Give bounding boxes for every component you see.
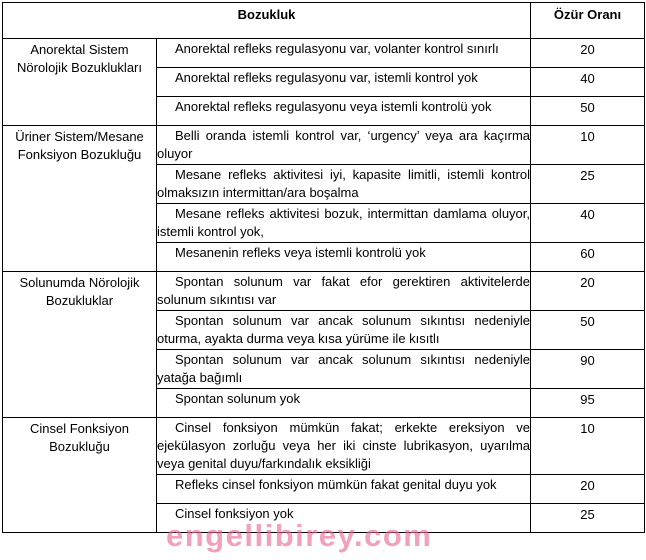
description-cell: Spontan solunum var fakat efor gerektire… [155, 271, 532, 311]
table-row: Anorektal Sistem Nörolojik Bozuklukları A… [2, 38, 646, 126]
rate-cell: 50 [530, 310, 646, 350]
description-cell: Mesane refleks aktivitesi bozuk, intermi… [155, 203, 532, 243]
rate-cell: 20 [530, 271, 646, 311]
table-row: Spontan solunum var ancak solunum sıkınt… [3, 349, 646, 389]
table-row: Refleks cinsel fonksiyon mümkün fakat ge… [3, 474, 646, 504]
header-row: Bozukluk Özür Oranı [1, 2, 646, 39]
description-cell: Spontan solunum yok [155, 388, 532, 418]
rate-cell: 25 [530, 164, 646, 204]
rate-cell: 20 [530, 38, 646, 68]
table-row: Cinsel Fonksiyon Bozukluğu Cinsel fonksiy… [2, 417, 646, 533]
table-row: Anorektal refleks regulasyonu var, istem… [3, 67, 646, 97]
group-cell: Anorektal Sistem Nörolojik Bozuklukları [2, 38, 157, 126]
rate-cell: 20 [530, 474, 646, 504]
description-cell: Refleks cinsel fonksiyon mümkün fakat ge… [155, 474, 532, 504]
header-cell: Bozukluk [1, 2, 532, 39]
table-row: Solunumda Nörolojik Bozukluklar Spontan s… [2, 271, 646, 418]
rate-cell: 10 [530, 417, 646, 475]
table-row: Mesane refleks aktivitesi iyi, kapasite … [3, 164, 646, 204]
table-row: Spontan solunum yok 95 [3, 388, 646, 418]
rate-cell: 95 [530, 388, 646, 418]
description-cell: Spontan solunum var ancak solunum sıkınt… [155, 310, 532, 350]
description-cell: Anorektal refleks regulasyonu veya istem… [155, 96, 532, 126]
description-cell: Belli oranda istemli kontrol var, ‘urgen… [155, 125, 532, 165]
description-cell: Spontan solunum var ancak solunum sıkınt… [155, 349, 532, 389]
rate-cell: 40 [530, 67, 646, 97]
table-row: Mesane refleks aktivitesi bozuk, intermi… [3, 203, 646, 243]
rate-cell: 10 [530, 125, 646, 165]
group-cell: Solunumda Nörolojik Bozukluklar [2, 271, 157, 418]
table-row: Mesanenin refleks veya istemli kontrolü … [3, 242, 646, 272]
table-row: Cinsel fonksiyon yok 25 [3, 503, 646, 533]
rate-cell: 60 [530, 242, 646, 272]
table-row: Üriner Sistem/Mesane Fonksiyon Bozukluğu… [2, 125, 646, 272]
description-cell: Cinsel fonksiyon mümkün fakat; erkekte e… [155, 417, 532, 475]
group-cell: Üriner Sistem/Mesane Fonksiyon Bozukluğu [2, 125, 157, 272]
description-cell: Mesanenin refleks veya istemli kontrolü … [155, 242, 532, 272]
rate-cell: 50 [530, 96, 646, 126]
description-cell: Anorektal refleks regulasyonu var, volan… [155, 38, 532, 68]
table-body: Anorektal Sistem Nörolojik Bozuklukları A… [2, 38, 646, 533]
disability-table: Bozukluk Özür Oranı Anorektal Sistem Nör… [1, 2, 646, 533]
rate-cell: 40 [530, 203, 646, 243]
header-cell: Özür Oranı [530, 2, 646, 39]
description-cell: Cinsel fonksiyon yok [155, 503, 532, 533]
description-cell: Mesane refleks aktivitesi iyi, kapasite … [155, 164, 532, 204]
rate-cell: 25 [530, 503, 646, 533]
description-cell: Anorektal refleks regulasyonu var, istem… [155, 67, 532, 97]
table-header: Bozukluk Özür Oranı [1, 2, 646, 39]
rate-cell: 90 [530, 349, 646, 389]
group-cell: Cinsel Fonksiyon Bozukluğu [2, 417, 157, 533]
